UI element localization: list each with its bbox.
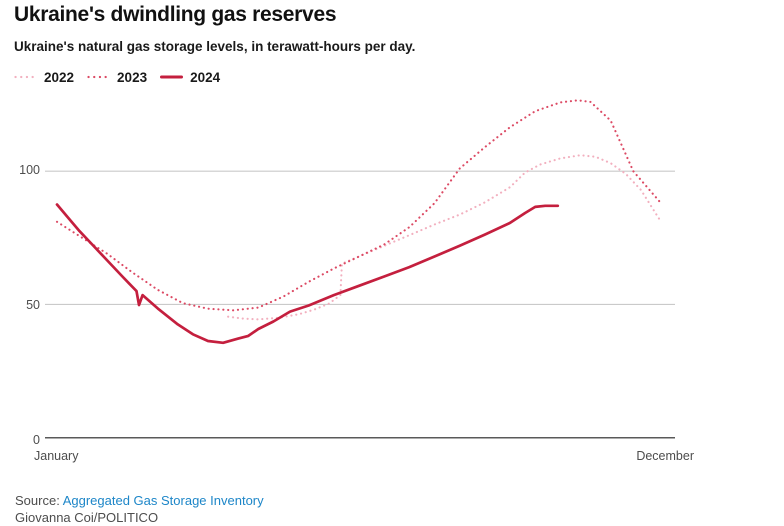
source-link[interactable]: Aggregated Gas Storage Inventory: [62, 493, 264, 508]
x-axis-label-january: January: [34, 449, 79, 463]
chart-subtitle: Ukraine's natural gas storage levels, in…: [14, 39, 416, 54]
series-line-2024: [55, 203, 560, 345]
y-axis-tick-50: 50: [26, 298, 40, 312]
dotted-line-swatch-2023: [87, 75, 110, 79]
y-axis-tick-0: 0: [33, 433, 40, 447]
legend-label: 2023: [117, 69, 148, 85]
attribution: Giovanna Coi/POLITICO: [15, 510, 159, 525]
legend-item-2024: 2024: [160, 70, 220, 85]
legend-label: 2022: [44, 69, 75, 85]
legend-item-2022: 2022: [14, 70, 74, 85]
legend: 2022 2023 2024: [14, 68, 233, 86]
chart-title: Ukraine's dwindling gas reserves: [14, 3, 337, 26]
source-prefix: Source:: [15, 493, 60, 508]
solid-line-swatch-2024: [160, 75, 184, 79]
series-line-2022: [227, 154, 663, 321]
source-line: Source: Aggregated Gas Storage Inventory: [15, 493, 264, 509]
y-axis-tick-100: 100: [19, 163, 40, 177]
legend-label: 2024: [190, 69, 221, 85]
dotted-line-swatch-2022: [14, 75, 37, 79]
series-line-2023: [55, 99, 663, 312]
x-axis-label-december: December: [636, 449, 694, 463]
legend-item-2023: 2023: [87, 70, 147, 85]
